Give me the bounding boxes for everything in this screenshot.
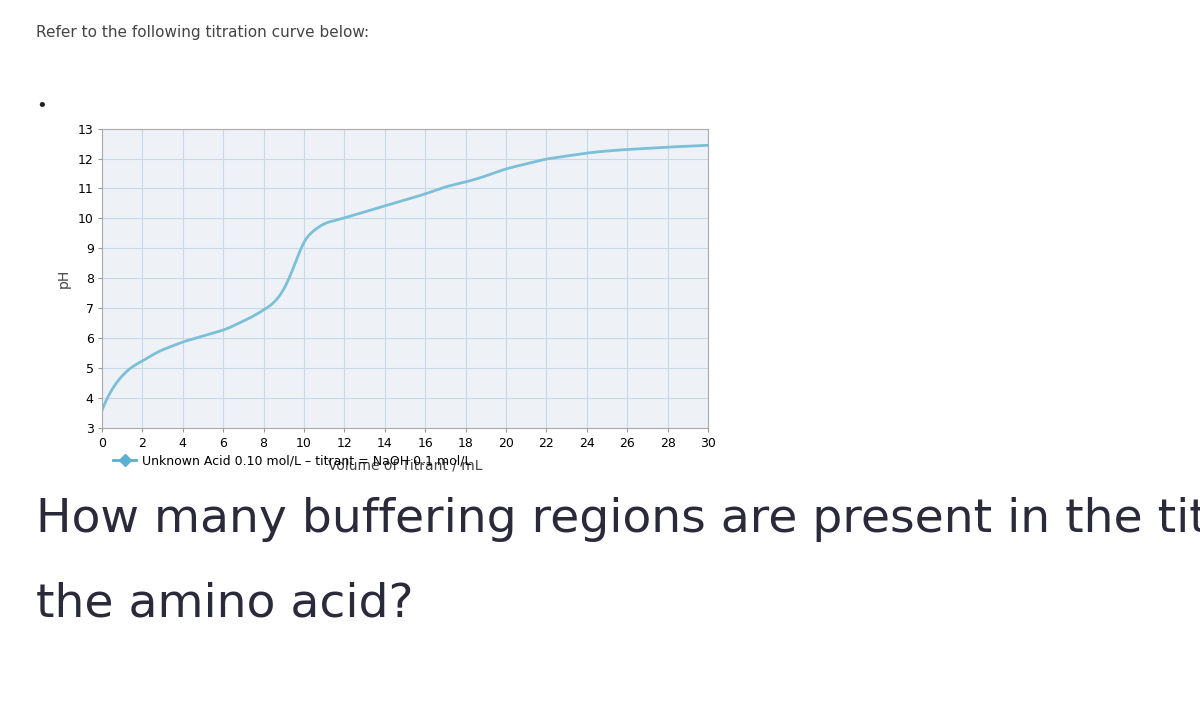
Text: the amino acid?: the amino acid? — [36, 581, 414, 626]
Legend: Unknown Acid 0.10 mol/L – titrant = NaOH 0.1 mol/L: Unknown Acid 0.10 mol/L – titrant = NaOH… — [108, 449, 476, 472]
Text: How many buffering regions are present in the titration curve of: How many buffering regions are present i… — [36, 497, 1200, 542]
Text: •: • — [36, 97, 47, 115]
X-axis label: Volume of Titrant / mL: Volume of Titrant / mL — [328, 458, 482, 472]
Y-axis label: pH: pH — [56, 269, 71, 288]
Text: Refer to the following titration curve below:: Refer to the following titration curve b… — [36, 25, 370, 40]
